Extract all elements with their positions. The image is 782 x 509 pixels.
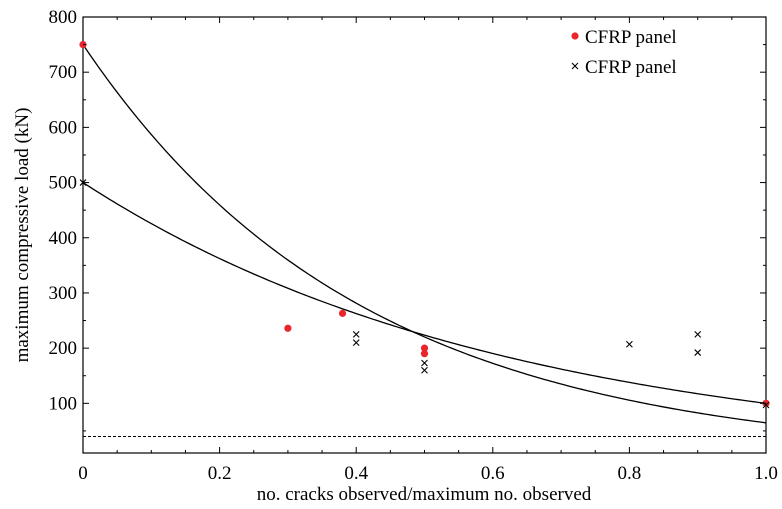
plot-area <box>79 16 770 454</box>
marker-layer <box>79 40 770 409</box>
y-tick-label: 400 <box>49 228 78 249</box>
data-point-dot <box>284 324 292 332</box>
y-axis-label: maximum compressive load (kN) <box>12 108 33 363</box>
x-tick-label: 0.2 <box>208 463 232 484</box>
data-point-cross-stroke <box>694 349 702 356</box>
x-tick-label: 1.0 <box>754 463 778 484</box>
data-point-cross <box>694 330 702 338</box>
x-tick-label: 0.4 <box>344 463 368 484</box>
legend-marker-dot <box>571 32 579 40</box>
x-tick-label: 0.6 <box>481 463 505 484</box>
x-tick-label: 0 <box>78 463 88 484</box>
fit-curve-layer <box>82 44 767 424</box>
y-tick-label: 600 <box>49 117 78 138</box>
data-point-cross <box>694 349 702 356</box>
x-axis-label: no. cracks observed/maximum no. observed <box>257 484 592 505</box>
data-point-cross <box>626 340 633 348</box>
legend-marker-cross <box>571 62 579 70</box>
legend-label: CFRP panel <box>585 57 677 78</box>
data-point-dot <box>420 344 429 352</box>
data-point-cross-stroke <box>762 401 770 409</box>
plot-frame <box>82 16 767 454</box>
y-axis: 100 200 300 400 500 600 700 800 <box>49 7 766 432</box>
data-point-cross-stroke <box>421 366 428 374</box>
data-point-cross <box>421 366 428 374</box>
data-point-dot <box>338 309 347 317</box>
data-point-dot <box>420 350 429 358</box>
fit-curve-1 <box>82 44 767 424</box>
y-tick-label: 200 <box>49 338 78 359</box>
data-point-cross <box>352 339 360 347</box>
y-tick-label: 700 <box>49 62 78 83</box>
data-point-cross-stroke <box>352 330 360 338</box>
x-tick-label: 0.8 <box>618 463 642 484</box>
y-tick-label: 100 <box>49 393 78 414</box>
y-tick-label: 300 <box>49 283 78 304</box>
x-axis: 0 0.2 0.4 0.6 0.8 1.0 <box>78 17 778 484</box>
data-point-cross-stroke <box>421 359 428 367</box>
data-point-cross-stroke <box>352 339 360 347</box>
data-point-cross-stroke <box>694 330 702 338</box>
y-tick-label: 500 <box>49 173 78 194</box>
legend-marker-cross-stroke <box>571 62 579 70</box>
y-tick-label: 800 <box>49 7 78 28</box>
legend-label: CFRP panel <box>585 27 677 48</box>
data-point-cross <box>352 330 360 338</box>
data-point-cross-stroke <box>626 340 633 348</box>
fit-curve-2 <box>82 182 767 405</box>
data-point-cross <box>421 359 428 367</box>
legend: CFRP panel CFRP panel <box>571 27 677 78</box>
